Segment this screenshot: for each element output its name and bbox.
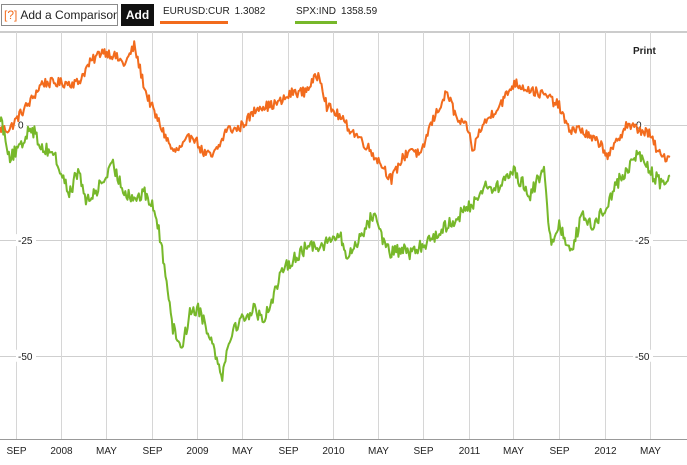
- print-link[interactable]: Print: [633, 46, 656, 57]
- x-tick-label: SEP: [142, 446, 162, 457]
- legend-swatch-spx: [295, 21, 337, 24]
- help-icon[interactable]: [?]: [4, 8, 18, 22]
- x-tick-label: SEP: [413, 446, 433, 457]
- add-comparison-button[interactable]: Add: [121, 4, 154, 26]
- x-tick-label: MAY: [640, 446, 661, 457]
- y-tick-label-bg: [16, 118, 26, 131]
- legend-value: 1358.59: [341, 6, 378, 17]
- toolbar: [?] Add EURUSD:CUR 1.3082 SPX:IND 1358.59: [0, 0, 687, 32]
- y-tick-label-bg: [16, 234, 36, 247]
- x-tick-label: 2012: [594, 446, 617, 457]
- x-tick-label: SEP: [549, 446, 569, 457]
- x-tick-label: MAY: [96, 446, 117, 457]
- x-tick-label: MAY: [232, 446, 253, 457]
- y-tick-label-left: 0: [18, 121, 24, 132]
- x-tick-label: 2010: [322, 446, 345, 457]
- comparison-input[interactable]: [20, 8, 117, 22]
- x-tick-label: SEP: [278, 446, 298, 457]
- legend-item-spx: SPX:IND 1358.59: [296, 6, 377, 17]
- legend-item-eurusd: EURUSD:CUR 1.3082: [163, 6, 265, 17]
- series-line-eurusd-cur: [0, 40, 671, 185]
- x-tick-label: 2011: [459, 446, 481, 457]
- legend-symbol: EURUSD:CUR: [163, 6, 230, 17]
- x-tick-label: SEP: [6, 446, 26, 457]
- y-tick-label-right: -50: [635, 352, 650, 363]
- y-tick-label-bg: [633, 234, 653, 247]
- series-line-spx-ind: [0, 116, 671, 382]
- y-tick-label-right: -25: [635, 236, 650, 247]
- x-tick-label: MAY: [503, 446, 524, 457]
- x-tick-label: MAY: [368, 446, 389, 457]
- y-tick-label-bg: [634, 118, 644, 131]
- x-tick-label: 2008: [50, 446, 73, 457]
- comparison-input-box[interactable]: [?]: [1, 4, 118, 26]
- x-tick-label: 2009: [186, 446, 209, 457]
- y-tick-label-right: 0: [636, 121, 642, 132]
- legend-swatch-eurusd: [160, 21, 228, 24]
- y-tick-label-left: -25: [18, 236, 33, 247]
- legend-value: 1.3082: [234, 6, 266, 17]
- y-tick-label-bg: [16, 349, 36, 362]
- y-tick-label-bg: [633, 349, 653, 362]
- y-tick-label-left: -50: [18, 352, 33, 363]
- legend-symbol: SPX:IND: [296, 6, 337, 17]
